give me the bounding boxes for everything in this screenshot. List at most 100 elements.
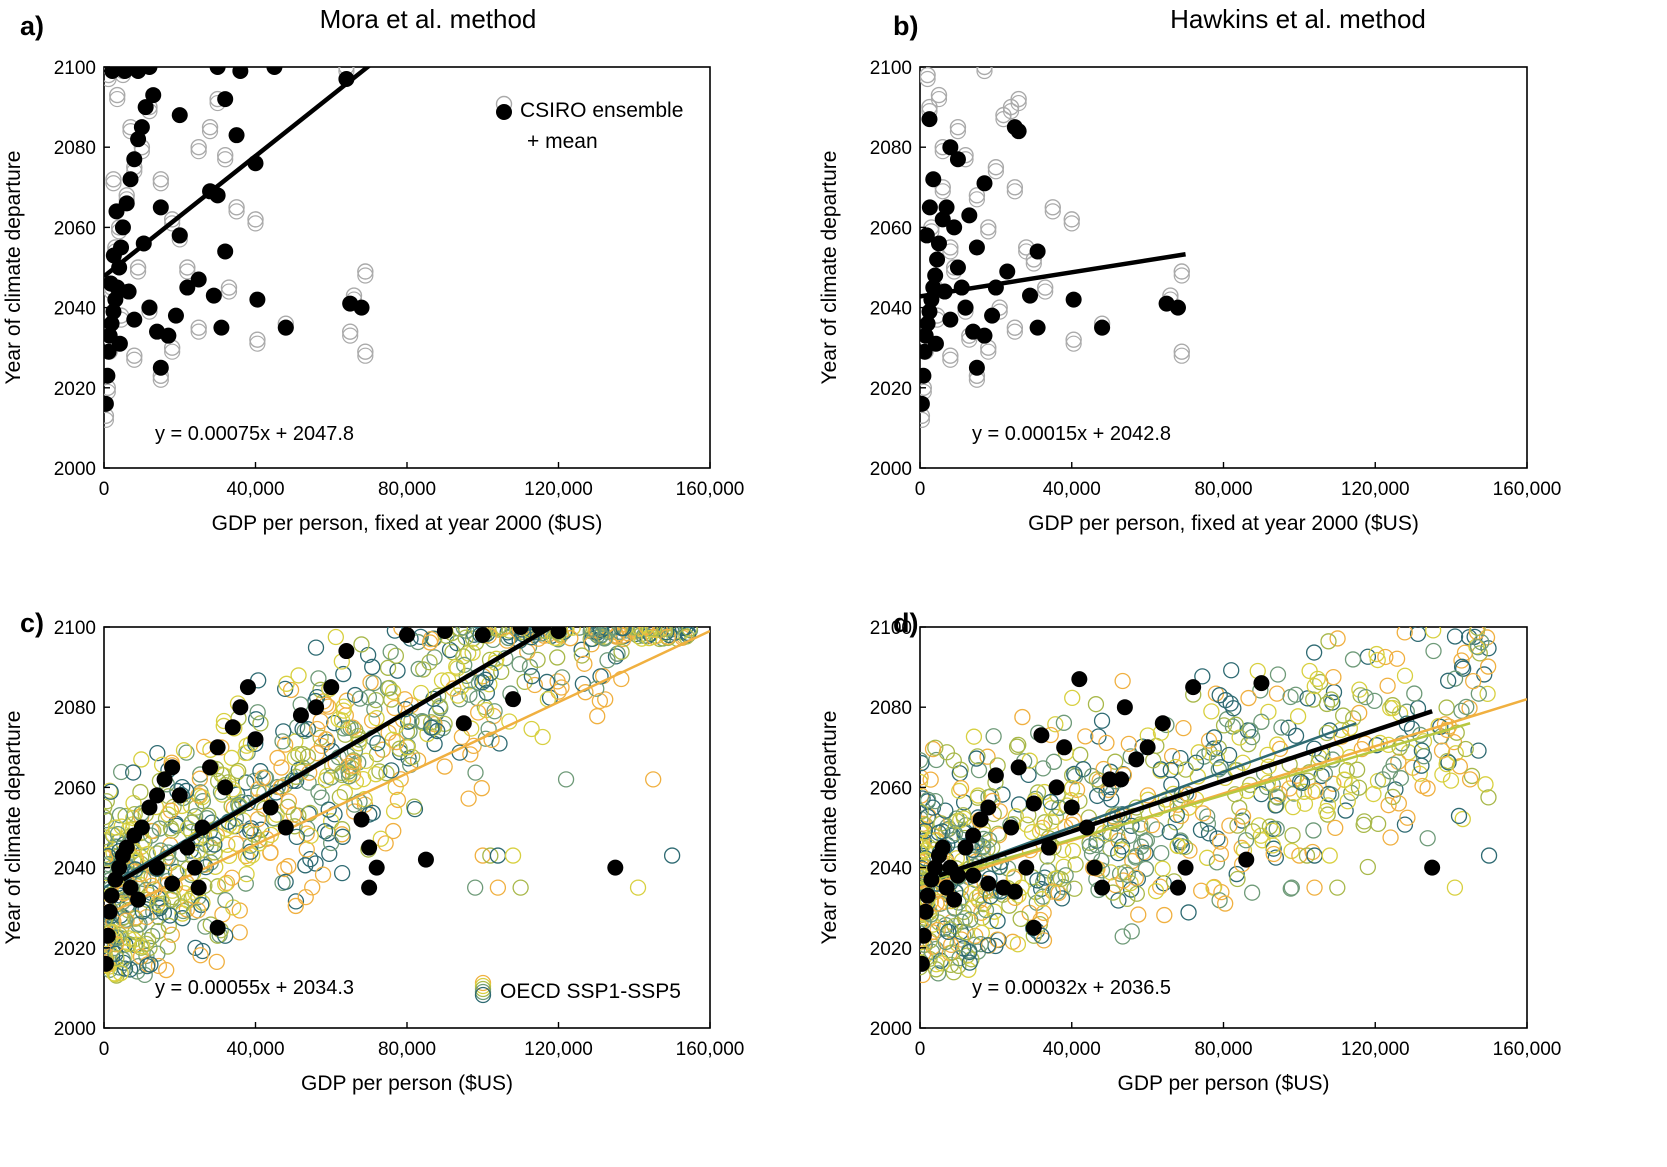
ssp-point: [335, 720, 352, 737]
panel-letter-a: a): [20, 11, 44, 41]
mean-point: [1113, 771, 1130, 788]
ssp-point: [1432, 718, 1449, 735]
ssp-point: [460, 645, 477, 662]
ssp-point: [321, 845, 338, 863]
ssp-point: [436, 758, 453, 775]
ensemble-point: [1065, 331, 1082, 348]
y-axis-label: Year of climate departure: [818, 711, 841, 945]
ssp-point: [599, 627, 616, 641]
mean-point: [137, 99, 154, 116]
ssp-point: [526, 676, 543, 694]
ssp-point: [389, 662, 406, 679]
mean-point: [171, 107, 188, 124]
ssp-point: [607, 648, 625, 665]
ssp-point: [426, 649, 443, 666]
ssp-point: [1267, 849, 1284, 866]
mean-point: [942, 139, 959, 156]
ssp-point: [491, 735, 508, 752]
ensemble-point: [934, 179, 951, 196]
mean-point: [247, 155, 264, 172]
x-tick-label: 160,000: [676, 1039, 745, 1060]
ssp-point: [986, 903, 1003, 920]
y-tick-label: 2060: [870, 778, 912, 799]
mean-point: [927, 335, 944, 352]
ssp-point: [1177, 761, 1194, 778]
ssp-point: [1161, 823, 1178, 841]
ssp-point: [951, 782, 968, 800]
ssp-point: [1115, 872, 1132, 889]
ssp-point: [1221, 817, 1238, 834]
ssp-point: [927, 792, 944, 810]
y-tick-label: 2080: [870, 138, 912, 159]
ssp-point: [1390, 753, 1407, 770]
ssp-point: [217, 891, 234, 909]
ssp-point: [1379, 677, 1396, 694]
ssp-point: [238, 865, 255, 883]
ssp-point: [1242, 722, 1259, 739]
mean-point: [152, 359, 169, 376]
ssp-point: [219, 836, 236, 853]
mean-point: [1094, 879, 1111, 896]
ssp-point: [298, 825, 315, 842]
ssp-point: [302, 827, 319, 845]
ssp-point: [1264, 822, 1281, 839]
x-tick-label: 80,000: [378, 1039, 436, 1060]
mean-point: [338, 643, 355, 660]
mean-point: [217, 779, 234, 796]
ssp-point: [242, 822, 259, 839]
mean-point: [116, 67, 133, 80]
ssp-point: [924, 799, 942, 816]
ssp-point: [1036, 814, 1053, 831]
mean-point: [957, 299, 974, 316]
ssp-point: [1306, 879, 1323, 896]
ssp-point: [1172, 749, 1189, 767]
ensemble-point: [164, 215, 181, 232]
mean-point: [999, 263, 1016, 280]
mean-point: [104, 903, 118, 920]
ssp-point: [362, 674, 379, 691]
regression-equation: y = 0.00015x + 2042.8: [972, 423, 1171, 445]
ssp-point: [287, 897, 304, 915]
ssp-point: [1200, 825, 1218, 842]
ssp-point: [474, 674, 491, 691]
legend-label: OECD SSP1-SSP5: [500, 980, 681, 1003]
ssp-point: [1461, 771, 1479, 788]
mean-point: [141, 67, 158, 75]
ssp-point: [523, 720, 540, 738]
mean-point: [179, 279, 196, 296]
mean-point: [156, 771, 173, 788]
ssp-point: [1283, 879, 1300, 896]
y-tick-label: 2100: [870, 58, 912, 79]
ssp-point: [307, 855, 324, 872]
ssp-point: [553, 679, 570, 696]
mean-point: [308, 699, 325, 716]
ssp-point: [462, 746, 479, 763]
ssp-point: [460, 790, 477, 807]
mean-point: [190, 879, 207, 896]
legend-label: + mean: [527, 130, 598, 153]
ensemble-point: [105, 175, 122, 192]
ssp-point: [937, 802, 954, 819]
mean-point: [1078, 819, 1095, 836]
mean-point: [1010, 759, 1027, 776]
y-tick-label: 2020: [870, 379, 912, 400]
ssp-point: [296, 722, 313, 740]
ssp-point: [553, 669, 571, 686]
ssp-point: [1229, 817, 1246, 834]
ssp-point: [1102, 824, 1119, 841]
ssp-point: [1267, 797, 1284, 814]
ensemble-point: [126, 347, 143, 364]
ssp-point: [320, 801, 337, 818]
ssp-point: [1240, 689, 1257, 707]
ssp-point: [1064, 689, 1081, 707]
mean-point: [1253, 675, 1270, 692]
ssp-point: [1296, 795, 1314, 812]
ssp-point: [1087, 696, 1105, 713]
ensemble-point: [1010, 94, 1027, 112]
mean-point: [927, 267, 944, 284]
mean-point: [1006, 883, 1023, 900]
ssp-point: [383, 762, 400, 779]
mean-point: [164, 875, 181, 892]
ssp-point: [379, 659, 397, 676]
ssp-point: [1220, 746, 1238, 764]
